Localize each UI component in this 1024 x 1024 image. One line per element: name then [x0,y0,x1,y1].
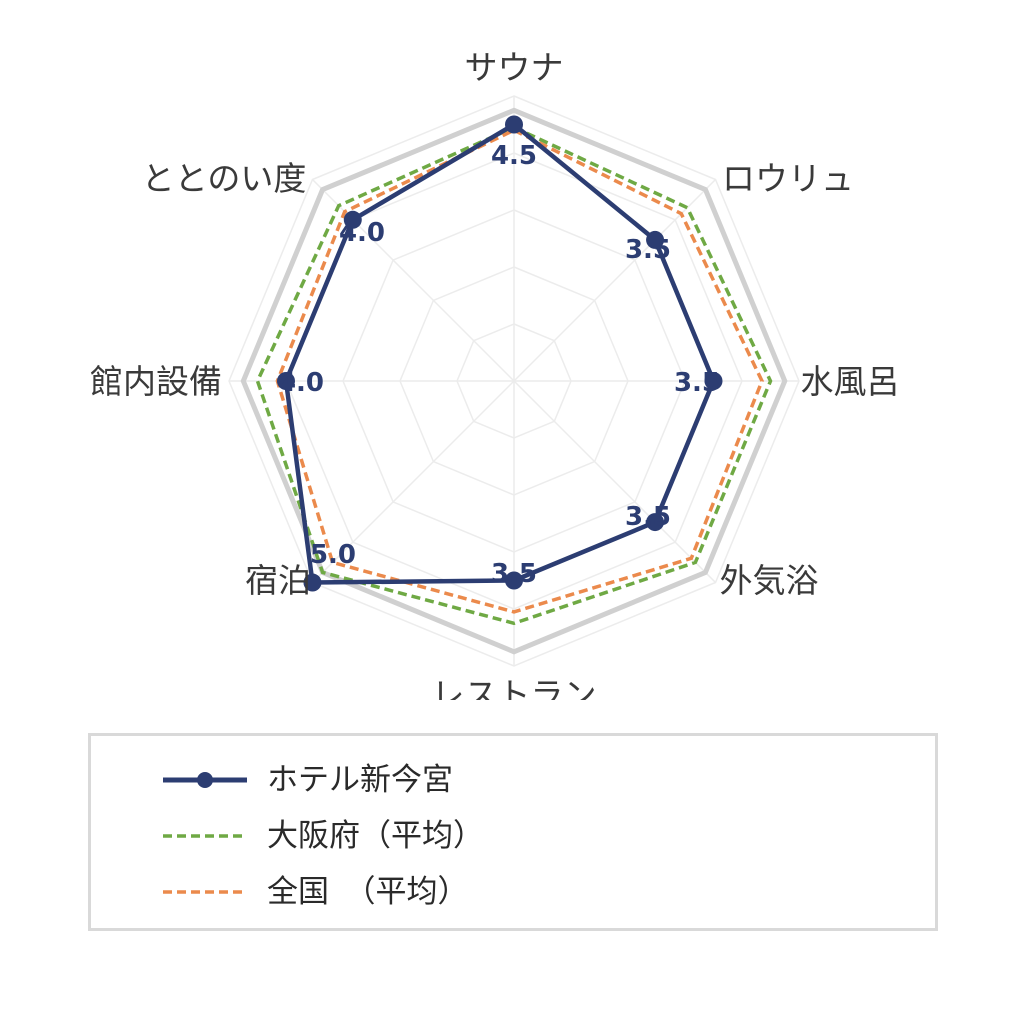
value-label: 4.5 [491,141,537,171]
value-label: 3.5 [491,559,537,589]
axis-label: 水風呂 [801,362,900,401]
legend-item-series-1: ホテル新今宮 [91,760,935,800]
legend-item-series-2: 大阪府（平均） [91,816,935,856]
value-label: 5.0 [310,540,356,570]
value-label: 3.5 [625,502,671,532]
data-point [505,115,523,134]
data-point [277,372,295,390]
legend-label: ホテル新今宮 [267,762,453,798]
axis-label: サウナ [465,48,564,87]
value-label: 4.0 [278,368,324,398]
grid-spoke [311,380,515,584]
series-line-3 [275,128,764,614]
data-point [704,372,723,390]
data-point [343,210,362,229]
axis-label: ロウリュ [722,159,854,198]
value-label: 3.5 [674,368,720,398]
value-label: 4.0 [339,218,385,248]
legend-label: 大阪府（平均） [267,818,484,854]
data-point [303,573,322,592]
legend-swatch-solid-marker [163,772,247,788]
legend-swatch-green-dashed [163,834,247,838]
data-point [646,230,665,249]
axis-label: 宿泊 [245,561,311,600]
grid-spoke [311,178,515,382]
benchmark-ring [240,107,788,655]
axis-label: 外気浴 [720,561,819,600]
series-line-2 [255,125,773,626]
legend-swatch-orange-dashed [163,890,247,894]
axis-label: 館内設備 [90,362,222,401]
legend: ホテル新今宮 大阪府（平均） 全国 （平均） [88,733,938,931]
grid-spoke [513,380,717,584]
axis-label: ととのい度 [142,159,307,198]
value-label: 3.5 [625,235,671,265]
legend-item-series-3: 全国 （平均） [91,872,935,912]
legend-label: 全国 （平均） [267,874,469,910]
axis-label: レストラン [432,675,597,700]
data-point [505,571,523,590]
data-point [646,513,665,532]
